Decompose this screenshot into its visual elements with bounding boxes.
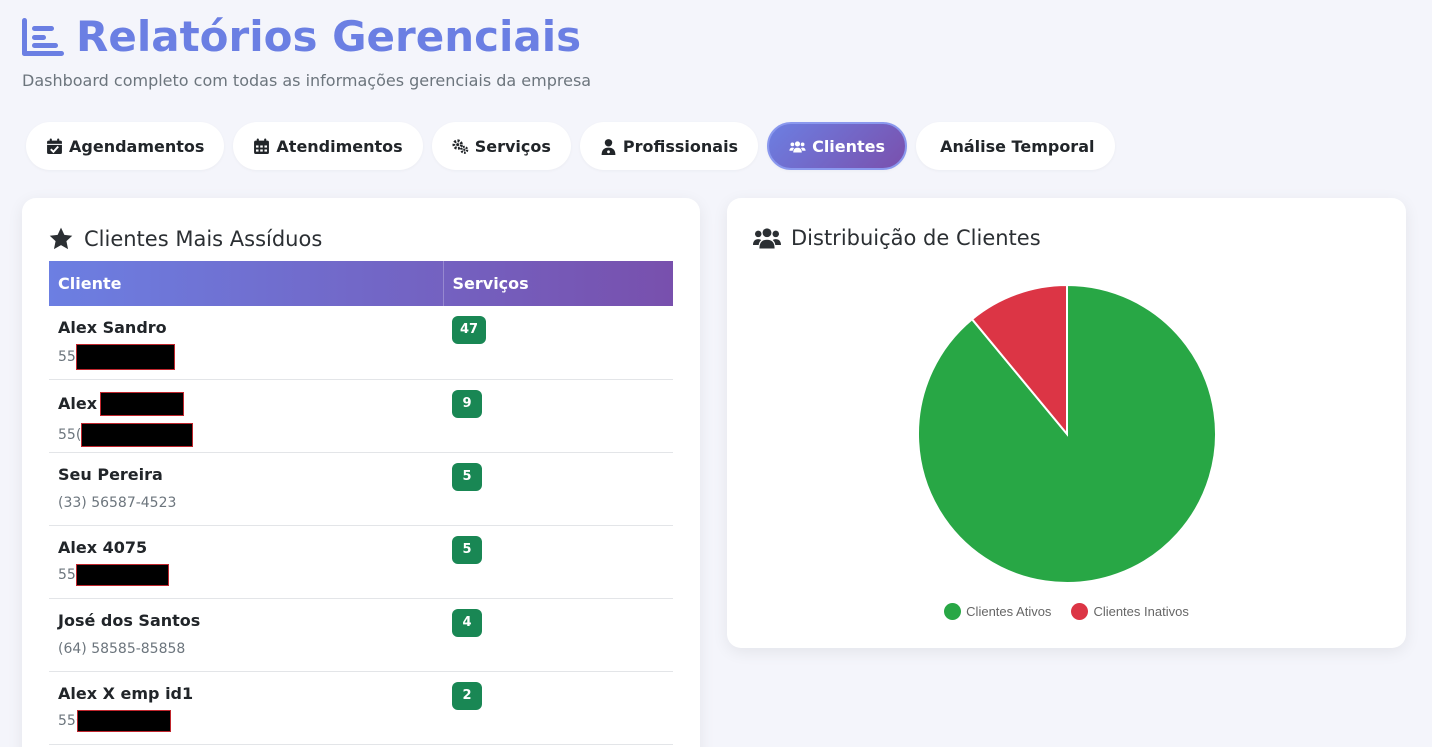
tab-analise-temporal[interactable]: Análise Temporal [916,122,1116,170]
tab-atendimentos[interactable]: Atendimentos [233,122,423,170]
legend-item-active[interactable]: Clientes Ativos [944,603,1051,620]
page-subtitle: Dashboard completo com todas as informaç… [22,71,592,90]
table-row[interactable]: Seu Pereira (33) 56587-4523 5 [49,452,673,526]
page-header: Relatórios Gerenciais [20,10,581,64]
tab-label: Agendamentos [69,136,205,156]
tab-servicos[interactable]: Serviços [431,122,571,170]
client-name: Alex X emp id1 [58,683,194,703]
gears-icon [452,138,468,154]
legend-label: Clientes Inativos [1093,604,1189,619]
service-count-badge: 4 [452,608,482,637]
redaction-box [76,709,171,732]
client-phone-text: 55 [58,566,76,583]
chart-list-icon [22,18,64,56]
client-phone: 55 [58,344,434,370]
tab-label: Clientes [812,136,886,156]
client-name-text: Alex [58,394,98,413]
client-distribution-card: Distribuição de Clientes Clientes Ativos… [727,198,1406,648]
card-title: Distribuição de Clientes [753,226,1041,250]
redaction-box [100,391,185,416]
redaction-box [75,344,175,370]
calendar-check-icon [47,138,62,154]
table-row[interactable]: Alex 4075 55 5 [49,525,673,599]
client-distribution-pie-chart [917,283,1217,584]
tab-clientes[interactable]: Clientes [767,122,908,170]
redaction-box [81,422,194,447]
chart-legend: Clientes Ativos Clientes Inativos [727,603,1406,620]
tab-label: Análise Temporal [940,136,1095,156]
top-clients-card: Clientes Mais Assíduos Cliente Serviços … [22,198,700,747]
tab-label: Profissionais [622,136,739,156]
client-name: Alex [58,391,434,416]
client-name: José dos Santos [58,610,201,630]
service-count-badge: 9 [452,389,482,418]
page-title: Relatórios Gerenciais [76,12,582,61]
card-title-text: Distribuição de Clientes [791,226,1041,250]
user-doctor-icon [601,138,616,155]
pie-slice-clientes-inativos[interactable] [970,283,1068,437]
tab-label: Atendimentos [276,136,403,156]
table-header-row: Cliente Serviços [49,261,673,306]
legend-swatch [1071,603,1089,620]
service-count-badge: 2 [452,681,482,710]
legend-item-inactive[interactable]: Clientes Inativos [1071,603,1189,620]
legend-label: Clientes Ativos [966,604,1052,619]
calendar-grid-icon [254,138,270,154]
client-phone: (64) 58585-85858 [58,640,186,657]
service-count-badge: 5 [452,535,482,564]
tab-label: Serviços [474,136,551,156]
table-row[interactable]: Alex Sandro 55 47 [49,306,673,380]
service-count-badge: 5 [452,462,482,491]
title-row: Relatórios Gerenciais [20,10,581,64]
redaction-box [75,563,169,586]
column-header-client[interactable]: Cliente [49,261,444,306]
users-icon [753,228,781,249]
client-name: Alex Sandro [58,318,167,337]
table-row[interactable]: Alex X emp id1 556 2 [49,671,673,745]
card-title-text: Clientes Mais Assíduos [84,227,323,251]
tab-agendamentos[interactable]: Agendamentos [26,122,225,170]
client-phone: 55( [58,422,434,447]
report-tabs: Agendamentos Atendimentos Serviços Pro [26,122,1116,170]
table-row[interactable]: José dos Santos (64) 58585-85858 4 [49,598,673,672]
top-clients-table: Cliente Serviços Alex Sandro 55 47 Alex [49,261,673,745]
table-row[interactable]: Alex 55( 9 [49,379,673,453]
tab-profissionais[interactable]: Profissionais [579,122,759,170]
client-name: Alex 4075 [58,537,148,557]
service-count-badge: 47 [452,316,487,344]
card-title: Clientes Mais Assíduos [48,226,322,252]
client-phone: (33) 56587-4523 [58,494,177,511]
client-phone: 55 [58,563,434,586]
client-phone: 556 [58,709,434,732]
legend-swatch [944,603,962,620]
users-icon [789,140,806,152]
client-name: Seu Pereira [58,464,163,484]
client-phone-text: 55 [58,349,76,365]
star-icon [49,227,73,250]
client-phone-text: 55( [58,426,82,443]
column-header-services[interactable]: Serviços [452,274,529,293]
